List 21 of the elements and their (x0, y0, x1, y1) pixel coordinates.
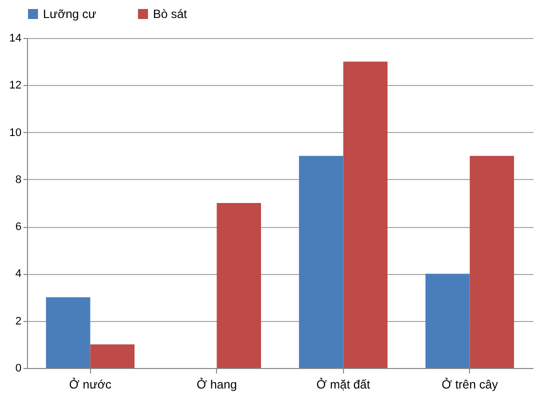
bar (216, 203, 262, 368)
bar (298, 156, 344, 368)
y-tick-label: 10 (9, 126, 22, 139)
y-tick-label: 14 (9, 32, 22, 44)
legend-label: Lưỡng cư (43, 7, 96, 21)
x-tick-label: Ở trên cây (442, 378, 498, 392)
y-tick-label: 12 (9, 80, 22, 92)
bar (343, 62, 388, 368)
x-tick-label: Ở hang (196, 378, 237, 392)
bar (90, 344, 135, 368)
y-tick-label: 8 (15, 174, 22, 186)
x-tick-label: Ở nước (69, 378, 112, 392)
bar (470, 156, 514, 368)
y-tick-label: 2 (15, 315, 22, 328)
y-tick-label: 4 (15, 268, 22, 280)
legend-label: Bò sát (153, 7, 188, 21)
bar (46, 297, 90, 368)
y-tick-label: 0 (15, 362, 22, 374)
y-tick-label: 6 (15, 221, 22, 234)
x-tick-label: Ở mặt đất (316, 378, 371, 392)
bar (425, 274, 470, 368)
